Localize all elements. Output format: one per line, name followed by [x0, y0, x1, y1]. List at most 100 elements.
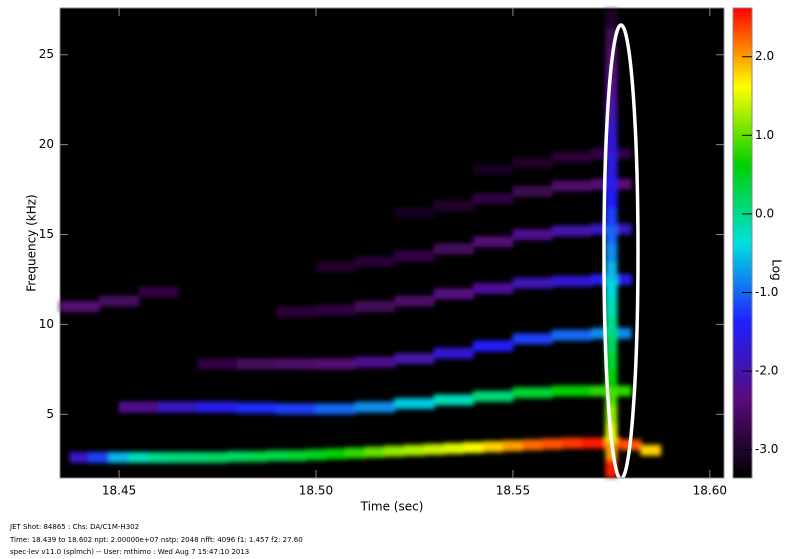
spectral-cell	[512, 229, 553, 241]
x-tick-label: 18.50	[299, 484, 333, 498]
spectral-cell	[605, 314, 618, 334]
spectral-cell	[551, 385, 593, 397]
spectral-cell	[394, 295, 435, 307]
spectral-cell	[512, 277, 553, 289]
spectral-cell	[69, 451, 91, 463]
spectral-cell	[236, 358, 278, 370]
spectral-cell	[226, 451, 248, 463]
x-tick-label: 18.55	[496, 484, 530, 498]
spectral-cell	[433, 243, 475, 255]
spectral-cell	[157, 401, 199, 413]
spectral-cell	[276, 358, 317, 370]
spectral-cell	[354, 300, 396, 312]
spectral-cell	[605, 207, 618, 227]
spectral-cell	[433, 394, 475, 406]
spectral-cell	[394, 353, 435, 365]
spectral-cell	[394, 250, 435, 262]
spectral-cell	[354, 356, 396, 368]
spectral-cell	[315, 403, 356, 415]
y-tick-label: 15	[39, 227, 54, 241]
spectral-cell	[315, 261, 356, 273]
spectral-cell	[605, 260, 618, 280]
spectral-cell	[423, 443, 445, 455]
spectral-cell	[98, 295, 140, 307]
spectral-cell	[354, 255, 396, 267]
spectral-cell	[433, 200, 475, 212]
colorbar	[732, 7, 753, 479]
spectral-cell	[167, 451, 189, 463]
spectral-cell	[512, 157, 553, 169]
spectral-cell	[473, 193, 514, 205]
footer-line: spec-lev v11.0 (splmch) -- User: mthimo …	[10, 548, 249, 556]
spectral-cell	[345, 447, 366, 459]
spectral-cell	[89, 451, 110, 463]
spectral-cell	[512, 333, 553, 345]
colorbar-tick-label: -3.0	[755, 442, 778, 456]
spectral-cell	[394, 207, 435, 219]
spectral-cell	[473, 390, 514, 402]
colorbar-tick-label: -1.0	[755, 285, 778, 299]
footer-line: JET Shot: 84865 : Chs: DA/C1M-H302	[9, 523, 139, 531]
spectral-cell	[605, 9, 618, 29]
y-tick-label: 5	[46, 407, 54, 421]
plot-frame	[59, 7, 725, 479]
spectral-cell	[605, 278, 618, 298]
spectral-cell	[640, 444, 662, 456]
spectral-cell	[236, 402, 278, 414]
spectral-cell	[541, 438, 563, 450]
y-tick-label: 10	[39, 317, 54, 331]
spectral-cell	[473, 340, 514, 352]
colorbar-tick-label: 0.0	[755, 206, 774, 220]
spectral-cell	[551, 151, 593, 163]
spectral-cell	[512, 387, 553, 399]
spectral-cell	[394, 398, 435, 410]
spectral-cell	[605, 153, 618, 173]
spectral-cell	[551, 275, 593, 287]
spectral-cell	[561, 437, 583, 449]
spectral-cell	[551, 225, 593, 237]
spectral-cell	[605, 135, 618, 155]
spectral-cell	[285, 450, 307, 462]
spectral-cell	[463, 442, 484, 454]
spectral-cell	[207, 451, 228, 463]
spectral-cell	[522, 439, 543, 451]
spectral-cell	[315, 304, 356, 316]
spectral-cell	[443, 442, 465, 454]
spectral-cell	[128, 451, 150, 463]
spectral-cell	[551, 180, 593, 192]
spectral-cell	[502, 440, 524, 452]
spectral-cell	[605, 225, 618, 245]
spectral-cell	[482, 441, 504, 453]
spectral-cell	[384, 445, 406, 457]
spectral-cell	[433, 288, 475, 300]
colorbar-label: Log	[770, 259, 784, 280]
spectral-cell	[605, 332, 618, 352]
footer-line: Time: 18.439 to 18.602 npt: 2.00000e+07 …	[9, 536, 303, 544]
spectral-cell	[118, 401, 159, 413]
spectral-cell	[246, 451, 268, 463]
spectral-cell	[605, 296, 618, 316]
x-axis-label: Time (sec)	[360, 500, 424, 514]
colorbar-tick-label: 2.0	[755, 49, 774, 63]
spectral-cell	[59, 300, 100, 312]
spectral-cell	[315, 358, 356, 370]
spectral-cell	[108, 451, 130, 463]
spectral-cell	[276, 306, 317, 318]
spectral-cell	[473, 282, 514, 294]
spectral-cell	[551, 329, 593, 341]
spectral-cell	[605, 350, 618, 370]
spectral-cell	[473, 164, 514, 176]
colorbar-tick-label: 1.0	[755, 128, 774, 142]
spectral-cell	[148, 451, 169, 463]
spectral-cell	[266, 450, 287, 462]
spectral-cell	[404, 444, 425, 456]
spectral-cell	[605, 171, 618, 191]
spectral-cell	[605, 243, 618, 262]
spectral-cell	[433, 347, 475, 359]
spectral-cell	[325, 448, 347, 460]
x-tick-label: 18.60	[693, 484, 727, 498]
spectral-cell	[187, 451, 209, 463]
spectral-cell	[605, 189, 618, 209]
spectral-cell	[512, 185, 553, 197]
y-axis-label: Frequency (kHz)	[25, 194, 39, 291]
